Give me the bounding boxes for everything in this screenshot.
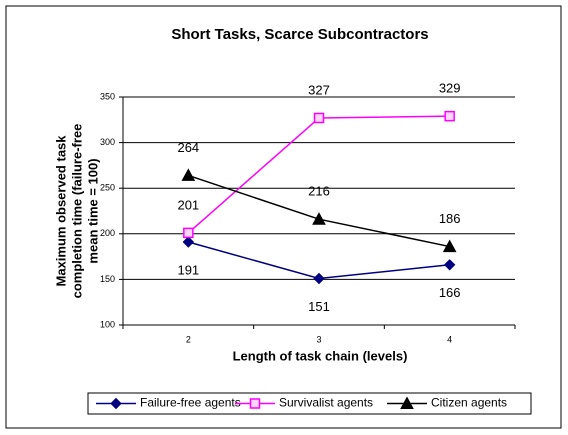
y-tick-label: 150 bbox=[100, 274, 115, 284]
x-tick-label: 4 bbox=[447, 334, 452, 344]
chart-border bbox=[5, 5, 562, 429]
data-point bbox=[182, 236, 195, 248]
data-point bbox=[312, 212, 326, 225]
data-label: 329 bbox=[439, 81, 461, 96]
data-label: 191 bbox=[177, 262, 199, 277]
y-tick-label: 200 bbox=[100, 228, 115, 238]
legend-marker bbox=[110, 397, 122, 410]
y-tick-label: 350 bbox=[100, 91, 115, 101]
x-axis-label: Length of task chain (levels) bbox=[233, 348, 408, 363]
data-label: 201 bbox=[177, 197, 199, 212]
data-point bbox=[442, 239, 457, 253]
y-axis-label: Maximum observed task bbox=[53, 135, 68, 287]
x-tick-label: 3 bbox=[316, 334, 321, 344]
data-point bbox=[313, 112, 325, 124]
data-point bbox=[183, 227, 194, 239]
data-point bbox=[443, 259, 456, 271]
legend-label: Survivalist agents bbox=[279, 396, 373, 410]
data-label: 151 bbox=[308, 299, 330, 314]
x-tick-label: 2 bbox=[186, 334, 191, 344]
data-point bbox=[181, 168, 196, 181]
data-label: 264 bbox=[177, 140, 199, 155]
data-label: 186 bbox=[439, 211, 461, 226]
legend-label: Failure-free agents bbox=[140, 396, 241, 410]
y-axis-label: mean time = 100) bbox=[85, 158, 100, 263]
y-tick-label: 100 bbox=[100, 319, 115, 329]
y-axis-label: completion time (failure-free bbox=[69, 124, 84, 299]
y-tick-label: 250 bbox=[100, 183, 115, 193]
legend-label: Citizen agents bbox=[431, 396, 507, 410]
legend-marker bbox=[249, 398, 261, 409]
y-tick-label: 300 bbox=[100, 137, 115, 147]
chart-title: Short Tasks, Scarce Subcontractors bbox=[171, 26, 428, 43]
legend-box bbox=[87, 392, 532, 415]
data-label: 216 bbox=[308, 184, 330, 199]
data-point bbox=[313, 272, 325, 285]
legend-marker bbox=[400, 396, 414, 409]
data-label: 166 bbox=[439, 285, 461, 300]
data-label: 327 bbox=[308, 82, 330, 97]
data-point bbox=[444, 110, 455, 122]
